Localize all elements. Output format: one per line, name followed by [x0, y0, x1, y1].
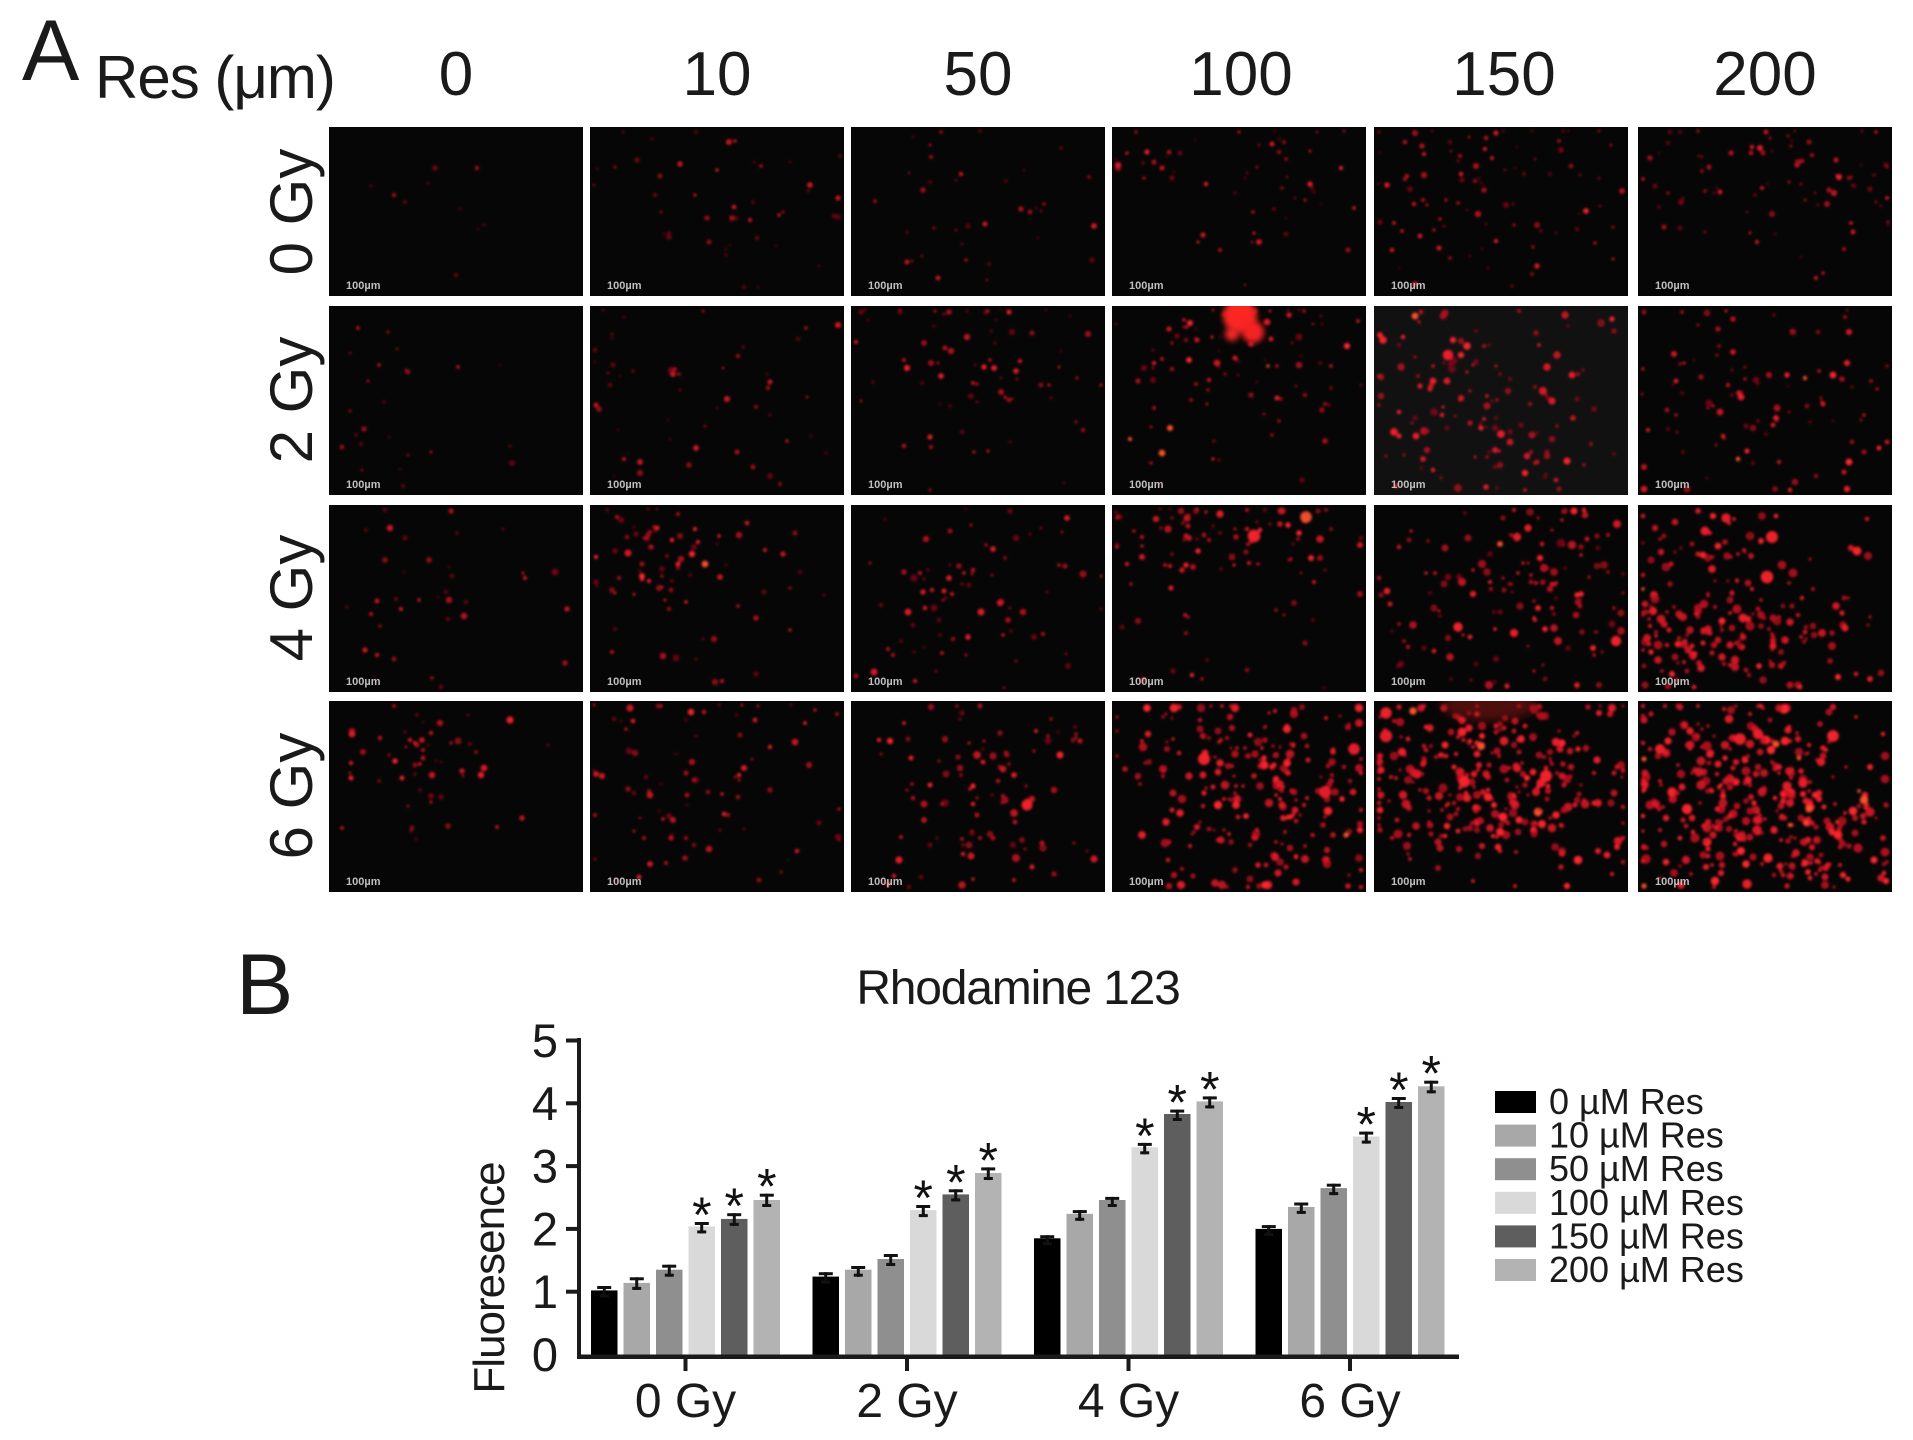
svg-text:100µm: 100µm [607, 876, 642, 888]
svg-text:*: * [1167, 1075, 1186, 1131]
svg-text:*: * [724, 1178, 743, 1234]
svg-text:100µm: 100µm [1129, 676, 1164, 688]
svg-text:*: * [1135, 1108, 1154, 1164]
svg-text:0: 0 [532, 1328, 558, 1381]
svg-text:6 Gy: 6 Gy [1299, 1375, 1400, 1428]
svg-text:100µm: 100µm [1655, 280, 1690, 292]
svg-text:4 Gy: 4 Gy [1078, 1375, 1179, 1428]
svg-text:200 µM Res: 200 µM Res [1549, 1249, 1744, 1290]
svg-text:2: 2 [532, 1202, 558, 1255]
svg-text:100µm: 100µm [868, 479, 903, 491]
svg-text:*: * [978, 1132, 997, 1188]
svg-text:*: * [1200, 1061, 1219, 1117]
svg-text:1: 1 [532, 1265, 558, 1318]
svg-text:Rhodamine 123: Rhodamine 123 [856, 962, 1179, 1015]
svg-text:100µm: 100µm [346, 676, 381, 688]
svg-text:100µm: 100µm [1129, 479, 1164, 491]
svg-text:100µm: 100µm [1391, 479, 1426, 491]
svg-text:100µm: 100µm [607, 280, 642, 292]
svg-text:5: 5 [532, 1014, 558, 1067]
svg-text:100µm: 100µm [346, 280, 381, 292]
svg-text:100µm: 100µm [1655, 479, 1690, 491]
svg-text:100µm: 100µm [868, 676, 903, 688]
svg-text:*: * [757, 1159, 776, 1215]
svg-text:100µm: 100µm [1129, 876, 1164, 888]
svg-text:Fluoresence: Fluoresence [465, 1162, 514, 1393]
svg-text:100µm: 100µm [1391, 676, 1426, 688]
svg-text:2 Gy: 2 Gy [856, 1375, 957, 1428]
svg-text:100µm: 100µm [868, 280, 903, 292]
svg-text:*: * [913, 1170, 932, 1226]
svg-text:100µm: 100µm [1391, 876, 1426, 888]
svg-text:*: * [1356, 1097, 1375, 1153]
svg-text:*: * [1389, 1062, 1408, 1118]
svg-text:100µm: 100µm [346, 876, 381, 888]
svg-text:4: 4 [532, 1077, 558, 1130]
svg-text:*: * [946, 1154, 965, 1210]
svg-text:100µm: 100µm [1129, 280, 1164, 292]
svg-text:100µm: 100µm [607, 479, 642, 491]
svg-text:100µm: 100µm [1655, 676, 1690, 688]
svg-text:100µm: 100µm [868, 876, 903, 888]
svg-text:100µm: 100µm [346, 479, 381, 491]
svg-text:0 Gy: 0 Gy [635, 1375, 736, 1428]
svg-text:*: * [692, 1187, 711, 1243]
svg-text:*: * [1421, 1046, 1440, 1102]
svg-text:100µm: 100µm [1391, 280, 1426, 292]
svg-text:3: 3 [532, 1140, 558, 1193]
svg-text:100µm: 100µm [607, 676, 642, 688]
